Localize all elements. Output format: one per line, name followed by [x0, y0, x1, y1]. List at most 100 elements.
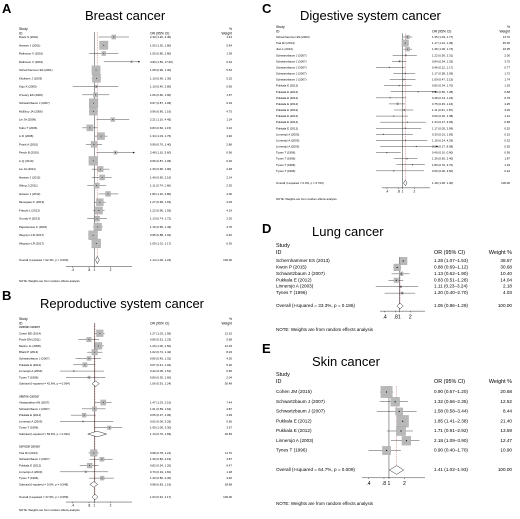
- weight-text: 1.18: [226, 470, 232, 474]
- study-label: Linnersjö A (2003): [276, 438, 314, 443]
- subtotal-diamond: [89, 481, 99, 488]
- weight-text: 6.30: [226, 241, 232, 245]
- or-ci-text: 1.27 (0.99, 1.63): [150, 200, 171, 204]
- weight-text: 2.14: [226, 175, 232, 179]
- or-ci-text: 1.41 (1.02–1.93): [434, 467, 468, 472]
- study-label: Linnersjö A (2003): [276, 145, 299, 149]
- point-estimate: [99, 332, 101, 334]
- study-label: Jiao L (2013): [276, 47, 293, 51]
- study-label: Pesch B (2010): [19, 151, 39, 155]
- or-ci-text: 1.34 (0.27, 3.93): [432, 120, 453, 124]
- weight-text: 0.68: [504, 120, 510, 124]
- x-tick-label: 1: [93, 268, 95, 272]
- point-estimate: [100, 135, 102, 137]
- weight-text: 8.44: [503, 409, 512, 414]
- weight-text: 8.23: [226, 350, 232, 354]
- header-weight: %: [229, 27, 232, 31]
- point-estimate: [88, 376, 90, 378]
- point-estimate: [386, 152, 388, 154]
- study-label: Wegrzyn LR (2017): [19, 241, 44, 245]
- weight-text: 5.26: [226, 363, 232, 367]
- subtotal-label: Subtotal (I-squared = 42.6%, p = 0.094): [19, 382, 70, 386]
- weight-text: 12.52: [500, 399, 512, 404]
- weight-text: 0.22: [504, 169, 510, 173]
- header-or: OR (95% CI): [434, 250, 465, 256]
- header-id: ID: [276, 30, 280, 34]
- study-label: Linnersjö A (2003): [19, 470, 42, 474]
- study-label: Wegrzyn LR (2017): [19, 233, 44, 237]
- point-estimate: [103, 53, 105, 54]
- point-estimate: [399, 60, 401, 62]
- or-ci-text: 1.09 (0.47, 2.15): [432, 78, 453, 82]
- point-estimate: [402, 420, 404, 422]
- or-ci-text: 0.82 (0.54, 1.20): [150, 464, 171, 468]
- study-label: Lie JA (2006): [19, 118, 36, 122]
- point-estimate: [406, 158, 408, 160]
- study-label: Tynes T (1996): [276, 448, 307, 453]
- weight-text: 6.20: [226, 159, 232, 163]
- study-label: Grundy A (2013): [19, 217, 40, 221]
- study-label: Kwon P (2015): [276, 264, 307, 269]
- header-id: ID: [276, 379, 282, 385]
- study-label: Schwartzbaum J (2007): [19, 457, 50, 461]
- panel-letter: C: [262, 1, 272, 16]
- point-estimate: [404, 73, 406, 74]
- weight-text: 3.20: [504, 108, 510, 112]
- or-ci-text: 1.58 (0.58–3.44): [434, 409, 468, 414]
- header-id: ID: [19, 32, 23, 36]
- or-ci-text: 0.97 (0.87, 1.09): [150, 101, 171, 105]
- weight-text: 30.68: [500, 264, 512, 269]
- x-tick-label: .8: [394, 314, 398, 320]
- weight-text: 1.24: [226, 118, 232, 122]
- or-ci-text: 1.08 (0.90, 1.30): [150, 68, 171, 72]
- point-estimate: [400, 286, 402, 288]
- study-label: Cohen JM (2015): [276, 389, 312, 394]
- x-tick-label: 1: [402, 189, 404, 193]
- weight-text: 10.40: [500, 271, 512, 276]
- x-tick-label: 2: [413, 189, 415, 193]
- point-estimate: [93, 452, 95, 454]
- point-estimate: [101, 176, 103, 178]
- header-or: OR (95% CI): [434, 379, 465, 385]
- x-tick-label: 1: [398, 314, 401, 320]
- study-label: McElroy JA (2006): [19, 109, 43, 113]
- point-estimate: [393, 170, 395, 172]
- weight-text: 12.15: [225, 331, 233, 335]
- point-estimate: [386, 391, 388, 393]
- or-ci-text: 0.67 (0.41, 1.04): [150, 363, 171, 367]
- overall-diamond: [396, 302, 404, 310]
- weight-text: 100.00: [498, 303, 513, 308]
- header-study: Study: [276, 25, 285, 29]
- or-ci-text: 1.27 (1.03, 1.56): [150, 331, 171, 335]
- or-ci-text: 1.32 (0.66–2.35): [434, 399, 468, 404]
- weight-text: 0.52: [504, 126, 510, 130]
- or-ci-text: 0.48 (0.13, 1.24): [432, 96, 453, 100]
- or-ci-text: 1.80 (0.70, 3.70): [432, 163, 453, 167]
- weight-text: 4.19: [226, 208, 232, 212]
- or-ci-text: 2.21 (1.10, 4.45): [150, 118, 171, 122]
- point-estimate: [407, 36, 409, 38]
- weight-text: 1.87: [504, 157, 510, 161]
- study-label: Tynes T (1996): [276, 169, 295, 173]
- weight-text: 3.57: [226, 426, 232, 430]
- weight-text: 2.86: [226, 142, 232, 146]
- weight-text: 1.12: [504, 114, 510, 118]
- study-label: Poole EM (2011): [19, 338, 41, 342]
- x-tick-label: 1: [388, 481, 391, 487]
- overall-label: Overall (I-squared = 37.0%, p = 0.059): [19, 495, 68, 499]
- study-label: Schwartzbaum J (2007): [276, 65, 307, 69]
- weight-text: 38.67: [500, 258, 512, 263]
- point-estimate: [107, 193, 109, 195]
- point-estimate: [395, 279, 397, 281]
- point-estimate: [398, 410, 400, 413]
- weight-text: 4.25: [504, 102, 510, 106]
- overall-label: Overall (I-squared = 64.7%, p = 0.009): [276, 467, 355, 472]
- or-ci-text: 1.22 (0.56, 2.31): [432, 53, 453, 57]
- or-ci-text: 2.49 (0.50, 7.28): [432, 90, 453, 94]
- or-ci-text: 1.90 (1.00, 3.30): [150, 426, 171, 430]
- weight-text: 0.34: [226, 60, 232, 64]
- or-ci-text: 0.60 (0.00, 3.50): [432, 169, 453, 173]
- header-study: Study: [276, 372, 290, 378]
- study-label: Carter BD (2014): [19, 331, 41, 335]
